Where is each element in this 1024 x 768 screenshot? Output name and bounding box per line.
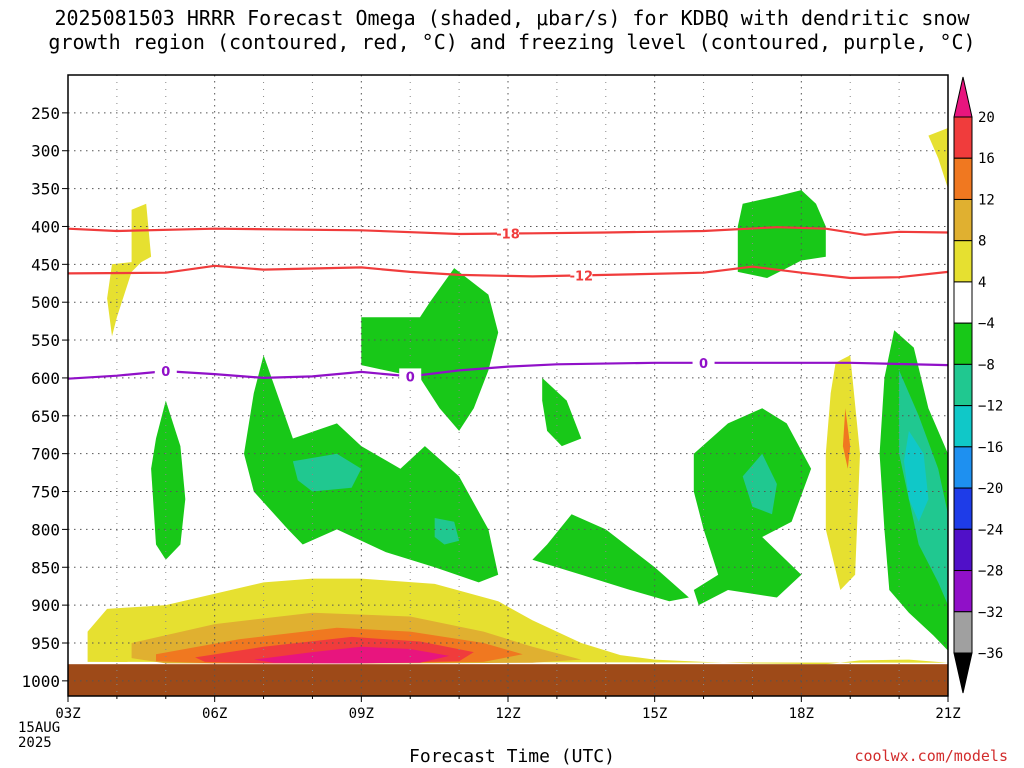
omega-region-9 <box>244 355 499 583</box>
colorbar-swatch-9 <box>953 487 973 530</box>
y-tick-label-500: 500 <box>31 293 60 312</box>
credit-link[interactable]: coolwx.com/models <box>854 747 1008 765</box>
colorbar-arrow-bottom <box>953 652 973 694</box>
contour-label-bg-freezing_level-2 <box>692 354 715 371</box>
x-tick-label-18: 18Z <box>789 706 814 722</box>
omega-shading-layer <box>87 128 949 665</box>
omega-region-7 <box>253 646 450 664</box>
y-tick-label-550: 550 <box>31 331 60 350</box>
y-tick-label-250: 250 <box>31 104 60 123</box>
colorbar-swatch-0 <box>953 116 973 159</box>
colorbar-swatch-12 <box>953 611 973 654</box>
contour-label-freezing_level-1: 0 <box>406 370 415 385</box>
x-tick-label-6: 06Z <box>202 706 227 722</box>
colorbar-label-2: 12 <box>978 192 995 208</box>
colorbar-swatch-4 <box>953 281 973 324</box>
omega-region-8 <box>151 400 186 560</box>
omega-region-2 <box>825 355 860 590</box>
colorbar-swatch-3 <box>953 240 973 283</box>
omega-region-14 <box>737 190 826 278</box>
y-tick-label-350: 350 <box>31 180 60 199</box>
omega-region-10 <box>361 268 499 431</box>
colorbar-swatch-2 <box>953 198 973 242</box>
chart-title: 2025081503 HRRR Forecast Omega (shaded, … <box>0 6 1024 54</box>
run-date-year: 2025 <box>18 735 52 751</box>
omega-region-16 <box>292 453 362 492</box>
run-date-label: 15AUG 2025 <box>18 721 60 751</box>
colorbar-label-0: 20 <box>978 110 995 126</box>
omega-region-17 <box>434 518 460 545</box>
chart-title-line2: growth region (contoured, red, °C) and f… <box>48 30 976 54</box>
x-axis-label: Forecast Time (UTC) <box>409 746 615 767</box>
colorbar: 20 16 12 8 4 −4 −8 −12 −16 −20 −24 −28 −32 −36 <box>953 76 1003 694</box>
y-tick-label-450: 450 <box>31 255 60 274</box>
colorbar-label-12: −32 <box>978 605 1003 621</box>
colorbar-swatch-5 <box>953 322 973 365</box>
y-tick-label-650: 650 <box>31 407 60 426</box>
colorbar-label-8: −16 <box>978 440 1003 456</box>
y-tick-label-950: 950 <box>31 634 60 653</box>
colorbar-swatch-11 <box>953 570 973 613</box>
omega-region-1 <box>928 128 948 189</box>
colorbar-label-4: 4 <box>978 275 986 291</box>
omega-region-11 <box>542 377 582 447</box>
y-tick-label-1000: 1000 <box>21 672 60 691</box>
x-tick-label-12: 12Z <box>495 706 520 722</box>
contour-label-bg-dendritic_upper-0 <box>497 225 519 242</box>
colorbar-swatch-8 <box>953 446 973 489</box>
contour-dendritic_upper <box>67 226 949 236</box>
colorbar-swatch-6 <box>953 363 973 407</box>
y-tick-label-600: 600 <box>31 369 60 388</box>
colorbar-label-6: −8 <box>978 357 995 373</box>
contour-label-freezing_level-2: 0 <box>699 357 708 372</box>
y-tick-label-700: 700 <box>31 445 60 464</box>
y-tick-label-900: 900 <box>31 596 60 615</box>
omega-region-18 <box>742 453 777 515</box>
colorbar-label-1: 16 <box>978 151 995 167</box>
omega-region-0 <box>107 203 152 337</box>
chart-title-line1: 2025081503 HRRR Forecast Omega (shaded, … <box>54 6 970 30</box>
x-tick-label-3: 03Z <box>55 706 80 722</box>
contour-dendritic_lower <box>67 264 949 280</box>
colorbar-label-11: −28 <box>978 564 1003 580</box>
y-tick-label-300: 300 <box>31 142 60 161</box>
ground-surface <box>68 664 948 696</box>
colorbar-swatch-7 <box>953 405 973 448</box>
contour-label-bg-freezing_level-0 <box>154 363 177 380</box>
y-tick-label-400: 400 <box>31 217 60 236</box>
x-tick-label-15: 15Z <box>642 706 667 722</box>
contour-layer: -18 -12 0 0 0 <box>67 225 949 385</box>
colorbar-swatch-10 <box>953 528 973 572</box>
contour-label-bg-freezing_level-1 <box>399 368 422 385</box>
colorbar-arrow-top <box>953 76 973 118</box>
colorbar-label-7: −12 <box>978 399 1003 415</box>
y-axis: 250 300 350 400 450 500 550 600 650 700 750 800 850 9… <box>21 104 68 691</box>
x-axis: 03Z 06Z 09Z 12Z 15Z 18Z 21Z <box>55 696 961 722</box>
colorbar-label-5: −4 <box>978 316 995 332</box>
colorbar-label-9: −20 <box>978 481 1003 497</box>
omega-region-12 <box>532 514 689 602</box>
x-tick-label-9: 09Z <box>349 706 374 722</box>
colorbar-label-10: −24 <box>978 522 1003 538</box>
run-date-day: 15AUG <box>18 720 61 736</box>
y-tick-label-750: 750 <box>31 483 60 502</box>
grid-layer <box>68 75 948 696</box>
contour-label-bg-dendritic_lower-0 <box>570 267 593 284</box>
colorbar-swatch-1 <box>953 157 973 200</box>
y-tick-label-800: 800 <box>31 520 60 539</box>
y-tick-label-850: 850 <box>31 558 60 577</box>
colorbar-label-13: −36 <box>978 646 1003 662</box>
colorbar-label-3: 8 <box>978 234 986 250</box>
contour-label-freezing_level-0: 0 <box>161 365 170 380</box>
contour-label-dendritic_lower-0: -12 <box>570 269 594 284</box>
contour-label-dendritic_upper-0: -18 <box>496 228 520 243</box>
x-tick-label-21: 21Z <box>935 706 960 722</box>
omega-region-20 <box>904 430 929 522</box>
